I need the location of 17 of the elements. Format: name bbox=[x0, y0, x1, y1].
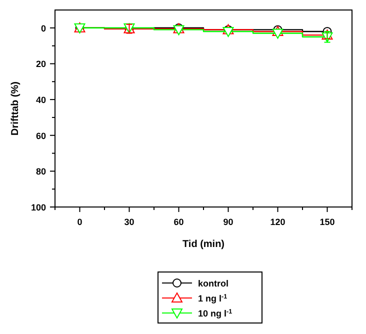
x-tick-label: 60 bbox=[174, 217, 184, 227]
y-tick-label: 80 bbox=[36, 166, 46, 177]
x-axis-title: Tid (min) bbox=[182, 239, 225, 250]
y-axis-title: Drifttab (%) bbox=[10, 82, 21, 136]
y-tick-label: 100 bbox=[30, 202, 46, 212]
y-tick-label: 60 bbox=[36, 130, 46, 141]
x-tick-label: 90 bbox=[223, 217, 234, 227]
y-tick-label: 0 bbox=[40, 23, 46, 34]
legend-label: 1 ng l$^{-1}$ bbox=[198, 293, 228, 304]
x-tick-label: 150 bbox=[320, 217, 335, 227]
x-tick-label: 30 bbox=[124, 217, 134, 227]
y-tick-label: 40 bbox=[36, 95, 46, 106]
x-tick-label: 0 bbox=[77, 217, 82, 227]
y-tick-label: 20 bbox=[36, 59, 46, 70]
legend-label: kontrol bbox=[198, 278, 228, 288]
x-tick-label: 120 bbox=[270, 217, 286, 227]
legend-label: 10 ng l$^{-1}$ bbox=[198, 308, 233, 318]
